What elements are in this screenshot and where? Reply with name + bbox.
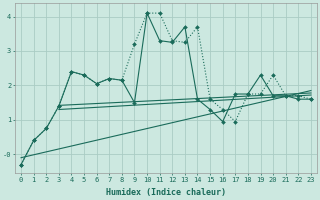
X-axis label: Humidex (Indice chaleur): Humidex (Indice chaleur) <box>106 188 226 197</box>
